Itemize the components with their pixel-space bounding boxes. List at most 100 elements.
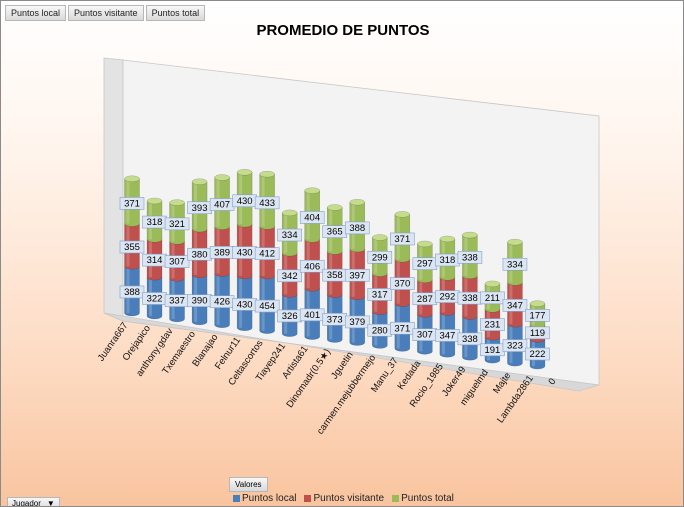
svg-text:326: 326 xyxy=(282,311,298,322)
field-button-puntos-local[interactable]: Puntos local xyxy=(5,5,67,21)
chevron-down-icon: ▼ xyxy=(46,499,55,507)
svg-text:412: 412 xyxy=(259,249,275,260)
data-label: 342 xyxy=(277,269,302,283)
svg-text:322: 322 xyxy=(147,294,163,305)
bar-top-cap xyxy=(417,240,433,248)
data-label: 292 xyxy=(435,290,460,303)
legend-label-local: Puntos local xyxy=(242,493,297,504)
data-label: 412 xyxy=(254,247,280,260)
svg-text:323: 323 xyxy=(507,341,523,352)
bar-top-cap xyxy=(304,187,320,194)
svg-text:334: 334 xyxy=(507,259,523,270)
svg-text:433: 433 xyxy=(259,198,275,209)
svg-text:338: 338 xyxy=(462,334,478,345)
legend-swatch-total xyxy=(392,495,400,502)
svg-text:280: 280 xyxy=(372,325,388,336)
data-label: 191 xyxy=(480,343,505,357)
bar-top-cap xyxy=(349,198,366,206)
svg-text:454: 454 xyxy=(259,301,275,312)
data-label: 433 xyxy=(254,196,280,210)
svg-text:407: 407 xyxy=(214,200,230,211)
data-label: 430 xyxy=(232,194,257,208)
svg-text:365: 365 xyxy=(327,227,343,238)
bar-top-cap xyxy=(281,209,298,217)
data-label: 347 xyxy=(502,299,528,312)
bar-top-cap xyxy=(259,170,275,178)
side-wall xyxy=(103,57,124,322)
data-label: 321 xyxy=(164,217,190,231)
data-label: 347 xyxy=(435,329,460,342)
svg-text:292: 292 xyxy=(439,292,455,303)
bar-top-cap xyxy=(462,231,478,239)
data-label: 211 xyxy=(480,291,505,305)
data-label: 389 xyxy=(209,246,235,259)
svg-text:317: 317 xyxy=(372,290,388,301)
svg-text:337: 337 xyxy=(169,296,185,307)
data-label: 393 xyxy=(187,201,212,215)
svg-text:390: 390 xyxy=(192,296,208,307)
svg-text:318: 318 xyxy=(147,217,163,228)
legend-swatch-local xyxy=(233,495,240,502)
data-label: 390 xyxy=(187,294,212,307)
svg-text:338: 338 xyxy=(462,252,478,263)
data-label: 334 xyxy=(277,228,302,242)
data-label: 430 xyxy=(232,298,257,311)
legend-label-visitante: Puntos visitante xyxy=(313,493,385,504)
data-label: 177 xyxy=(525,309,550,322)
svg-text:307: 307 xyxy=(169,257,185,268)
data-label: 323 xyxy=(502,339,528,352)
bar-top-cap xyxy=(236,169,253,176)
x-tick-label: 0 xyxy=(546,376,558,387)
data-label: 365 xyxy=(322,225,348,238)
bar-top-cap xyxy=(372,234,388,241)
svg-text:389: 389 xyxy=(214,247,230,258)
data-label: 318 xyxy=(435,253,460,267)
data-label: 371 xyxy=(390,321,415,335)
field-button-puntos-total[interactable]: Puntos total xyxy=(145,5,206,21)
data-label: 280 xyxy=(367,323,393,337)
bar-top-cap xyxy=(529,300,546,307)
svg-text:397: 397 xyxy=(349,270,365,281)
data-label: 222 xyxy=(525,347,550,361)
legend-swatch-visitante xyxy=(304,495,312,502)
svg-text:347: 347 xyxy=(507,300,523,311)
data-label: 406 xyxy=(299,259,325,273)
data-label: 379 xyxy=(344,315,370,329)
data-label: 388 xyxy=(119,285,145,299)
data-label: 297 xyxy=(412,257,438,270)
svg-text:388: 388 xyxy=(124,287,140,298)
svg-text:379: 379 xyxy=(349,317,365,328)
data-label: 314 xyxy=(142,253,167,267)
field-buttons: Puntos local Puntos visitante Puntos tot… xyxy=(5,5,206,21)
data-label: 326 xyxy=(277,309,302,323)
floor xyxy=(103,312,600,392)
svg-text:347: 347 xyxy=(439,330,455,341)
data-label: 299 xyxy=(367,250,393,264)
svg-text:371: 371 xyxy=(394,323,410,334)
legend-label-total: Puntos total xyxy=(401,493,454,504)
bar-top-cap xyxy=(394,211,411,218)
data-label: 322 xyxy=(142,292,167,305)
data-label: 338 xyxy=(457,251,483,264)
svg-text:191: 191 xyxy=(484,345,500,356)
data-label: 307 xyxy=(412,328,438,341)
svg-text:426: 426 xyxy=(214,297,230,308)
svg-text:334: 334 xyxy=(282,230,298,241)
bar-top-cap xyxy=(326,204,343,211)
svg-text:373: 373 xyxy=(327,314,343,325)
legend: Puntos local Puntos visitante Puntos tot… xyxy=(233,493,454,504)
field-button-puntos-visitante[interactable]: Puntos visitante xyxy=(68,5,144,21)
valores-button[interactable]: Valores xyxy=(229,477,268,492)
svg-text:321: 321 xyxy=(169,219,185,230)
svg-text:338: 338 xyxy=(462,293,478,304)
chart-title: PROMEDIO DE PUNTOS xyxy=(256,22,430,39)
data-label: 355 xyxy=(119,240,145,254)
data-label: 397 xyxy=(344,268,370,282)
svg-text:231: 231 xyxy=(484,320,500,331)
jugador-filter-button[interactable]: Jugador ▼ xyxy=(7,497,60,507)
bar-top-cap xyxy=(439,235,456,243)
svg-text:370: 370 xyxy=(394,279,410,290)
bar-top-cap xyxy=(484,280,501,288)
jugador-label: Jugador xyxy=(12,499,41,507)
